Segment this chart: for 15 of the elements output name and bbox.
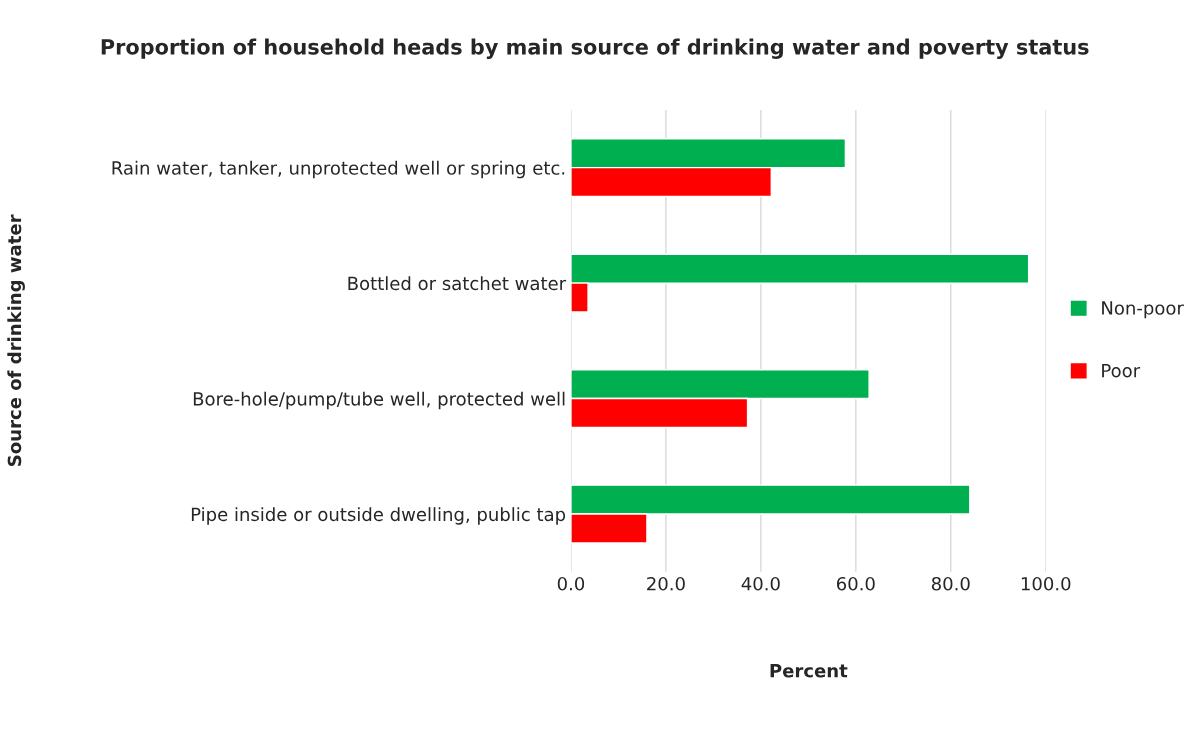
legend-label: Poor bbox=[1102, 363, 1141, 378]
legend-label: Non-poor bbox=[1102, 301, 1184, 319]
x-tick-label: 40.0 bbox=[741, 576, 780, 591]
y-tick-label: Pipe inside or outside dwelling, public tap bbox=[191, 507, 566, 525]
x-tick-label: 100.0 bbox=[1021, 576, 1071, 591]
y-tick-label: Rain water, tanker, unprotected well or spring etc. bbox=[112, 160, 565, 179]
x-tick-label: 0.0 bbox=[557, 576, 585, 591]
y-axis-title: Source of drinking water bbox=[7, 214, 25, 466]
y-tick-label: Bore-hole/pump/tube well, protected well bbox=[193, 391, 565, 410]
x-axis-title: Percent bbox=[770, 664, 848, 678]
x-tick-label: 80.0 bbox=[931, 576, 970, 591]
y-tick-label: Bottled or satchet water bbox=[348, 276, 567, 291]
x-tick-label: 20.0 bbox=[647, 576, 685, 591]
chart-title: Proportion of household heads by main source of drinking water and poverty status bbox=[101, 38, 1089, 59]
x-tick-label: 60.0 bbox=[836, 576, 875, 591]
